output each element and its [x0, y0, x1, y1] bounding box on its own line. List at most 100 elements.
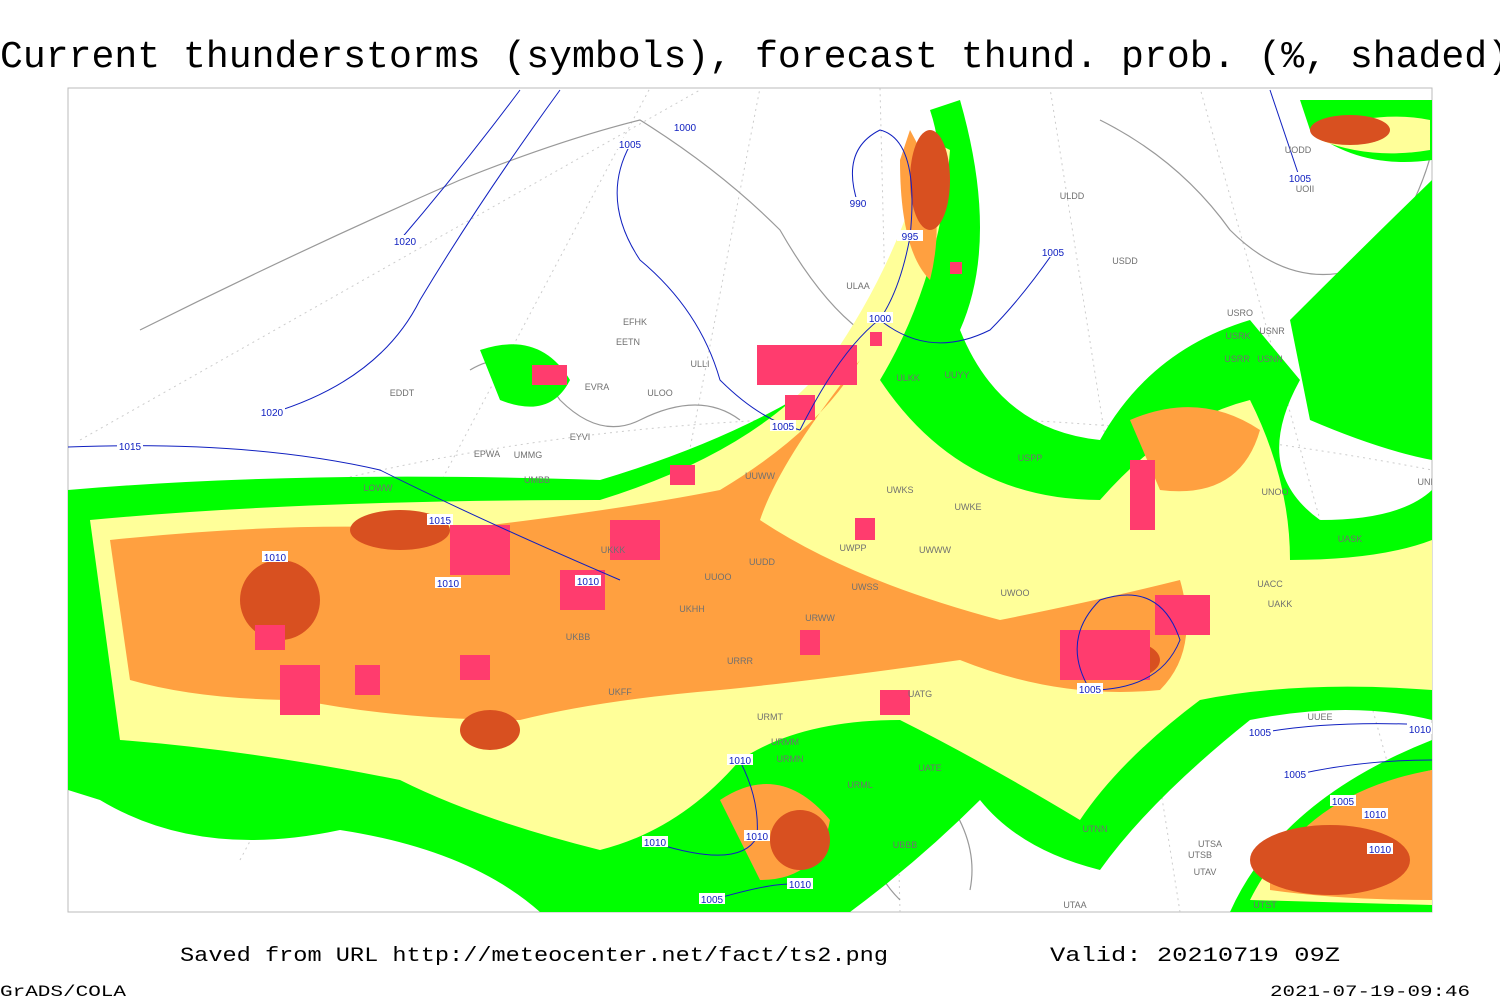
isobar-label: 1005: [1289, 174, 1312, 185]
station-code: USDD: [1112, 256, 1138, 266]
station-code: URMM: [771, 737, 799, 747]
isobar-label: 1010: [1434, 773, 1457, 784]
station-code: UKHH: [679, 604, 705, 614]
station-code: UWKS: [887, 485, 914, 495]
isobar-label: 1010: [1409, 725, 1432, 736]
isobar-label-box: [744, 830, 770, 841]
software: GrADS/COLA: [0, 983, 127, 1000]
station-code: ULOO: [647, 388, 673, 398]
isobar-label-box: [435, 577, 461, 588]
isobar-label: 1010: [789, 880, 812, 891]
station-code: UBBB: [893, 840, 918, 850]
isobar-label: 1010: [437, 579, 460, 590]
station-code: UUEE: [1307, 712, 1332, 722]
isobar-label: 1005: [1249, 728, 1272, 739]
station-code: UUDD: [749, 557, 775, 567]
station-code: USRR: [1224, 354, 1250, 364]
isobar-label: 1005: [1284, 770, 1307, 781]
station-code: UWWW: [919, 545, 951, 555]
station-code: UWPP: [840, 543, 867, 553]
title: Current thunderstorms (symbols), forecas…: [0, 36, 1500, 79]
station-code: ULLI: [690, 359, 709, 369]
station-code: UOII: [1296, 184, 1315, 194]
station-code: UWSS: [852, 582, 879, 592]
isobar-labels: 1000 1005 990 995 1020 1020 1015 1005 1005 1000 10…: [117, 121, 1458, 906]
station-code: URML: [847, 780, 873, 790]
probability-shading: [68, 100, 1432, 912]
station-code: USNN: [1257, 354, 1283, 364]
station-code: UTST: [1253, 900, 1277, 910]
station-code: UACC: [1257, 579, 1283, 589]
source-url: Saved from URL http://meteocenter.net/fa…: [180, 945, 888, 968]
isobar-label: 1005: [1079, 685, 1102, 696]
station-code: EFHK: [623, 317, 647, 327]
station-code: UATG: [908, 689, 932, 699]
isobar-label: 1020: [394, 237, 417, 248]
isobar-label-box: [1367, 843, 1393, 854]
station-code: USNR: [1259, 326, 1285, 336]
isobar-label-box: [617, 138, 643, 149]
isobar-label-box: [1362, 808, 1388, 819]
station-code: UWOO: [1001, 588, 1030, 598]
isobar-label: 1015: [429, 516, 452, 527]
isobar-label-box: [867, 312, 893, 323]
isobar-label-box: [1330, 795, 1356, 806]
station-code: EYVI: [570, 432, 591, 442]
station-code: ULKK: [896, 373, 920, 383]
map-content: 1000 1005 990 995 1020 1020 1015 1005 1005 1000 10…: [68, 88, 1458, 912]
isobar-label: 1020: [261, 408, 284, 419]
station-code: UAKK: [1268, 599, 1293, 609]
station-code: USRO: [1227, 308, 1253, 318]
station-code: UKKK: [601, 545, 626, 555]
isobar-label-box: [262, 551, 288, 562]
station-code: UODD: [1285, 145, 1312, 155]
station-code: URMT: [757, 712, 783, 722]
isobar-label-box: [575, 575, 601, 586]
isobar-label: 990: [850, 199, 867, 210]
isobar-label: 1005: [772, 422, 795, 433]
station-code: EDDT: [390, 388, 415, 398]
isobar-label-box: [392, 235, 418, 246]
isobar-label-box: [642, 836, 668, 847]
station-code: UUWW: [745, 471, 775, 481]
isobars: [68, 89, 1432, 901]
isobar-label-box: [1040, 246, 1066, 257]
station-code: UTNN: [1083, 824, 1108, 834]
station-code: UTAA: [1063, 900, 1086, 910]
isobar-label: 1005: [619, 140, 642, 151]
isobar-label-box: [1432, 771, 1458, 782]
isobar-label: 1010: [577, 577, 600, 588]
station-code: UKBB: [566, 632, 591, 642]
station-code: UNOO: [1262, 487, 1289, 497]
station-code: URMN: [777, 754, 804, 764]
station-labels: ULDD USDD ULAA USRO USRK USNR USNN USRR ULKK UUYY…: [364, 145, 1433, 910]
isobar-label-box: [259, 406, 285, 417]
map-frame: 1000 1005 990 995 1020 1020 1015 1005 1005 1000 10…: [67, 87, 1458, 913]
station-code: USRK: [1225, 331, 1250, 341]
isobar-label: 1010: [264, 553, 287, 564]
station-code: UTSB: [1188, 850, 1212, 860]
isobar-label-box: [845, 197, 871, 208]
station-code: UTAV: [1194, 867, 1217, 877]
station-code: EETN: [616, 337, 640, 347]
station-code: UUYY: [944, 370, 969, 380]
isobar-label-box: [1077, 683, 1103, 694]
timestamp: 2021-07-19-09:46: [1270, 983, 1470, 1000]
isobar-label: 1010: [644, 838, 667, 849]
isobar-label-box: [1282, 768, 1308, 779]
isobar-label-box: [672, 121, 698, 132]
station-code: UUOO: [705, 572, 732, 582]
isobar-label-box: [1407, 723, 1432, 734]
isobar-label: 1015: [119, 442, 142, 453]
isobar-label: 995: [902, 232, 919, 243]
station-code: UMBB: [524, 475, 550, 485]
isobar-label: 1000: [869, 314, 892, 325]
station-code: USPP: [1018, 453, 1043, 463]
station-code: UASK: [1338, 534, 1363, 544]
station-code: UKFF: [608, 687, 632, 697]
isobar-label-box: [787, 878, 813, 889]
isobar-label-box: [427, 514, 453, 525]
isobar-label-box: [1247, 726, 1273, 737]
isobar-label-box: [727, 754, 753, 765]
